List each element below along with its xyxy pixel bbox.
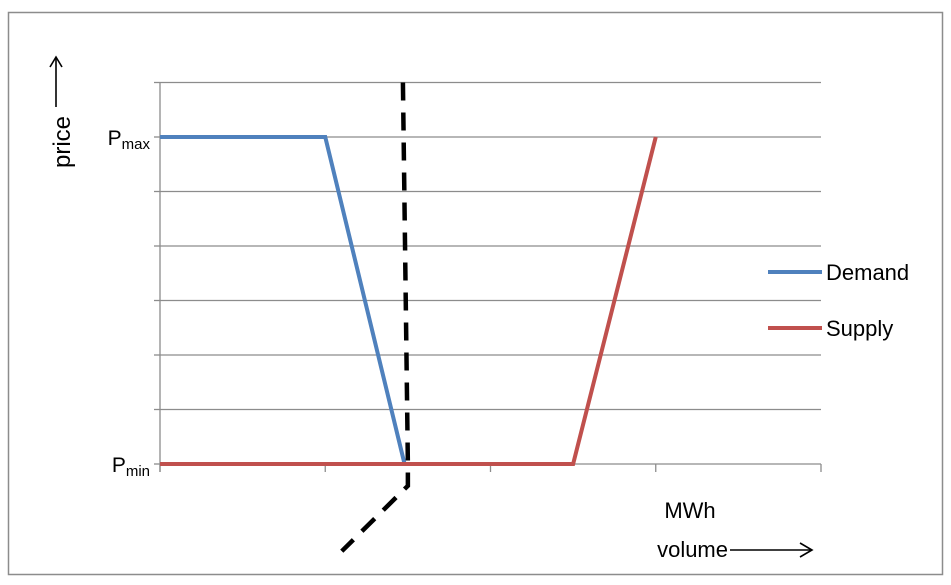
legend-label-supply: Supply — [826, 316, 893, 341]
y-tick-label-subscript: max — [122, 136, 151, 153]
series-line-supply — [160, 136, 658, 466]
dashed-reference-line — [340, 82, 411, 553]
y-tick-label-base: P — [108, 127, 122, 150]
y-tick-label-subscript: min — [126, 463, 150, 480]
series-layer — [160, 82, 658, 553]
x-axis-arrowhead — [799, 542, 814, 558]
y-tick-label-max: Pmax — [108, 127, 151, 153]
y-tick-label-base: P — [112, 454, 126, 477]
x-axis-label: volume — [657, 537, 728, 562]
legend-label-demand: Demand — [826, 260, 909, 285]
chart-border — [7, 11, 944, 576]
series-line-demand — [160, 135, 407, 465]
y-tick-label-min: Pmin — [112, 454, 150, 480]
x-axis-unit: MWh — [664, 498, 715, 523]
y-axis-label: price — [49, 116, 76, 168]
legend-layer: Demand Supply — [768, 260, 909, 341]
y-axis-arrowhead — [49, 55, 63, 68]
